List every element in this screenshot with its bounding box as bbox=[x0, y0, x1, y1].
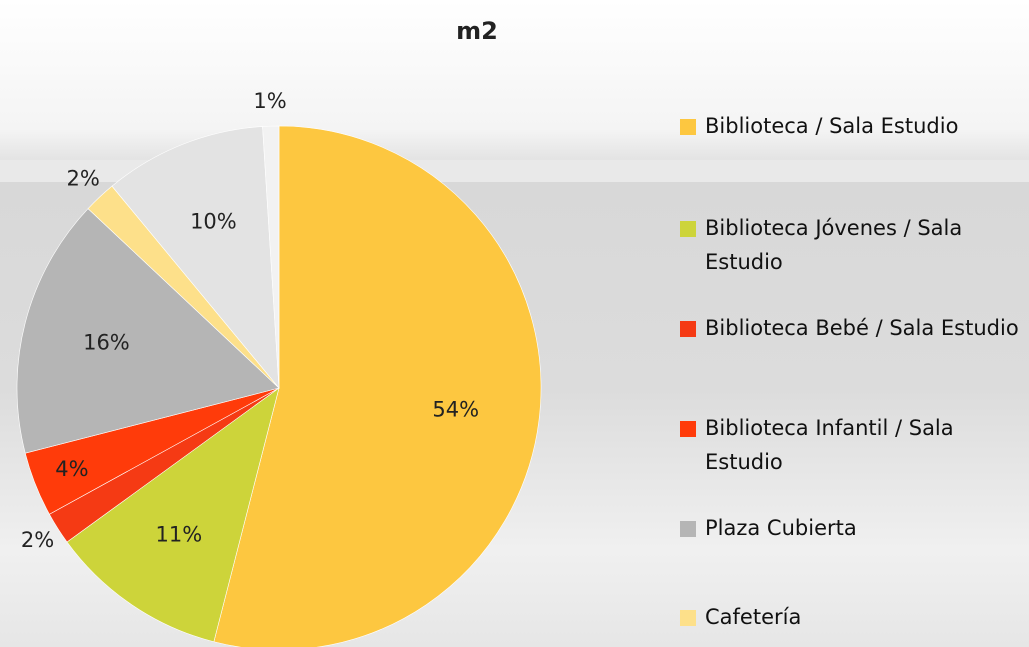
legend-item: Biblioteca Bebé / Sala Estudio bbox=[680, 311, 1025, 345]
legend-label: Biblioteca / Sala Estudio bbox=[705, 114, 959, 138]
data-label: 11% bbox=[156, 522, 203, 546]
data-label: 4% bbox=[55, 457, 88, 481]
pie-slice bbox=[111, 126, 280, 389]
legend-item: Plaza Cubierta bbox=[680, 511, 1025, 545]
pie-slice bbox=[262, 125, 280, 389]
legend-label: Biblioteca Bebé / Sala Estudio bbox=[705, 316, 1019, 340]
legend-item: Cafetería bbox=[680, 600, 1025, 634]
pie-slice bbox=[66, 387, 280, 643]
legend-swatch bbox=[680, 119, 696, 135]
legend-label: Cafetería bbox=[705, 605, 802, 629]
legend-item: Biblioteca Jóvenes / Sala Estudio bbox=[680, 211, 1025, 279]
pie-slice bbox=[16, 208, 280, 454]
data-label: 54% bbox=[432, 397, 479, 421]
legend-label: Biblioteca Infantil / Sala Estudio bbox=[705, 416, 954, 474]
legend-swatch bbox=[680, 610, 696, 626]
legend-item: Biblioteca / Sala Estudio bbox=[680, 109, 1025, 143]
legend-label: Biblioteca Jóvenes / Sala Estudio bbox=[705, 216, 963, 274]
data-label: 1% bbox=[253, 89, 286, 113]
data-label: 16% bbox=[83, 331, 130, 355]
data-label: 10% bbox=[190, 209, 237, 233]
legend-swatch bbox=[680, 421, 696, 437]
pie-slice bbox=[213, 125, 542, 647]
data-label: 2% bbox=[67, 167, 100, 191]
legend-item: Biblioteca Infantil / Sala Estudio bbox=[680, 411, 1025, 479]
legend-swatch bbox=[680, 321, 696, 337]
legend-swatch bbox=[680, 221, 696, 237]
chart-title: m2 bbox=[456, 17, 498, 45]
data-label: 2% bbox=[21, 528, 54, 552]
pie: 54% 11% 2% 4% 16% 2% 10% 1% bbox=[16, 89, 542, 647]
legend-label: Plaza Cubierta bbox=[705, 516, 857, 540]
legend-swatch bbox=[680, 521, 696, 537]
